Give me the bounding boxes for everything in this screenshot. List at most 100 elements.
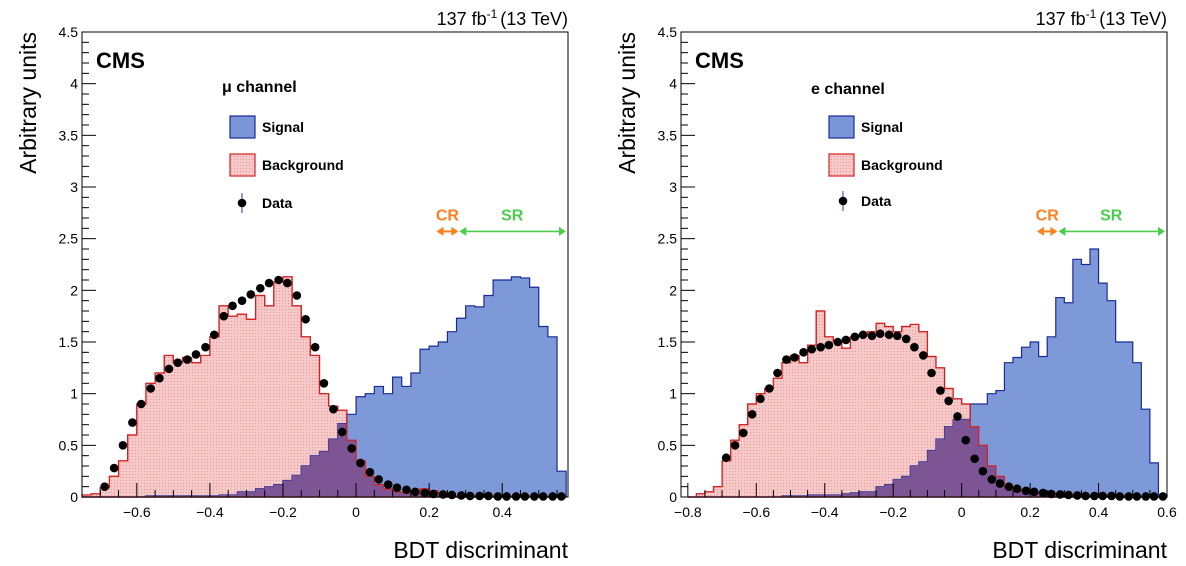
data-point — [756, 394, 765, 404]
data-point — [256, 283, 265, 293]
legend-data-label: Data — [262, 195, 293, 211]
y-tick-label: 2.5 — [59, 231, 79, 247]
legend-background-label: Background — [861, 157, 943, 173]
data-point — [173, 358, 183, 367]
overlap-area — [687, 419, 1167, 497]
y-tick-label: 4.5 — [59, 24, 79, 40]
data-point — [410, 487, 420, 497]
x-tick-label: 0.6 — [1157, 504, 1177, 520]
luminosity-label: 137 fb-1 (13 TeV) — [1036, 7, 1167, 29]
data-point — [264, 278, 274, 288]
data-point — [182, 355, 192, 364]
data-point — [1012, 484, 1022, 494]
data-point — [228, 301, 237, 311]
data-point — [301, 314, 310, 324]
x-tick-label: −0.6 — [123, 504, 151, 520]
data-point — [429, 489, 438, 499]
y-tick-label: 2 — [70, 282, 78, 298]
y-tick-label: 0 — [669, 489, 677, 505]
legend-background-swatch — [828, 153, 855, 177]
overlap-region — [687, 419, 1167, 497]
legend-background-label: Background — [262, 157, 344, 173]
y-axis-label: Arbitrary units — [15, 32, 41, 174]
data-point — [109, 463, 119, 473]
data-point — [209, 330, 219, 340]
data-point — [1141, 492, 1151, 501]
y-tick-label: 0 — [70, 489, 78, 505]
plot-frame — [81, 31, 569, 498]
cr-arrowhead-right — [1050, 226, 1058, 236]
data-point — [456, 491, 466, 500]
data-point — [201, 342, 210, 352]
data-point — [100, 482, 109, 491]
sr-arrowhead-right — [559, 226, 566, 236]
data-point — [799, 348, 808, 357]
data-point — [365, 467, 375, 477]
data-point — [910, 342, 919, 352]
data-point — [548, 492, 557, 501]
data-point — [1124, 492, 1133, 501]
data-point — [961, 435, 971, 445]
cr-arrowhead-left — [1036, 226, 1044, 236]
data-point — [927, 368, 936, 378]
cr-label: CR — [436, 207, 460, 224]
data-point — [146, 384, 155, 393]
data-point — [136, 399, 146, 409]
legend-signal-label: Signal — [861, 119, 903, 135]
x-tick-label: −0.2 — [269, 504, 297, 520]
sr-arrowhead-right — [1158, 226, 1165, 236]
data-point — [383, 480, 393, 489]
data-point — [1115, 492, 1125, 501]
data-point — [858, 330, 868, 340]
channel-label: μ channel — [222, 79, 297, 96]
data-point — [1098, 491, 1107, 501]
data-point — [1038, 488, 1048, 498]
x-tick-label: −0.2 — [879, 504, 907, 520]
x-tick-label: 0 — [958, 504, 966, 520]
data-point — [875, 329, 885, 339]
x-tick-label: −0.8 — [674, 504, 702, 520]
data-point — [329, 404, 338, 414]
sr-arrowhead-left — [1058, 226, 1066, 236]
cr-arrowhead-left — [436, 226, 444, 236]
legend-data-label: Data — [861, 193, 892, 209]
data-point — [944, 396, 953, 406]
data-point — [392, 483, 402, 493]
y-tick-label: 3 — [669, 179, 677, 195]
data-point — [995, 479, 1005, 488]
y-tick-label: 4 — [70, 76, 78, 92]
data-point — [1107, 491, 1116, 501]
data-point — [807, 344, 817, 354]
data-point — [191, 350, 201, 359]
channel-label: e channel — [811, 81, 885, 98]
data-point — [721, 453, 731, 463]
legend-data-marker — [237, 198, 247, 208]
data-point — [730, 441, 740, 450]
data-point — [1158, 492, 1168, 501]
data-point — [901, 334, 911, 344]
muon-channel-panel: −0.6 −0.4 −0.2 0 0.2 0.4 0 0.5 1 1.5 2 2.5 3 3.5 4 4.5… — [15, 7, 569, 563]
data-point — [511, 492, 521, 501]
y-tick-label: 1 — [669, 386, 677, 402]
data-point — [1021, 486, 1031, 496]
y-tick-label: 3.5 — [59, 127, 79, 143]
experiment-label: CMS — [96, 48, 145, 73]
y-axis-ticks: 0 0.5 1 1.5 2 2.5 3 3.5 4 4.5 — [658, 24, 695, 505]
data-point — [738, 428, 748, 438]
x-tick-label: 0.2 — [1020, 504, 1040, 520]
y-tick-label: 4 — [669, 76, 677, 92]
luminosity-label: 137 fb-1 (13 TeV) — [437, 7, 568, 29]
cr-label: CR — [1036, 207, 1060, 224]
data-point — [1073, 491, 1082, 500]
background-outline — [687, 310, 1167, 498]
data-point — [987, 475, 997, 484]
data-point — [978, 466, 988, 476]
data-point — [319, 379, 329, 388]
data-point — [765, 384, 774, 393]
data-point — [402, 485, 411, 495]
x-tick-label: 0 — [352, 504, 360, 520]
data-point — [118, 441, 128, 450]
y-axis-ticks: 0 0.5 1 1.5 2 2.5 3 3.5 4 4.5 — [59, 24, 96, 505]
data-point — [1047, 489, 1056, 499]
